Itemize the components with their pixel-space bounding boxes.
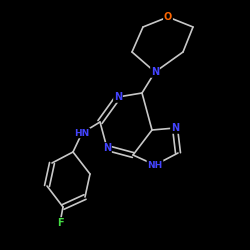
- Text: HN: HN: [74, 128, 90, 138]
- Text: N: N: [171, 123, 179, 133]
- Text: N: N: [151, 67, 159, 77]
- Text: N: N: [114, 92, 122, 102]
- Text: O: O: [164, 12, 172, 22]
- Text: N: N: [103, 143, 111, 153]
- Text: NH: NH: [148, 160, 162, 170]
- Text: F: F: [57, 218, 63, 228]
